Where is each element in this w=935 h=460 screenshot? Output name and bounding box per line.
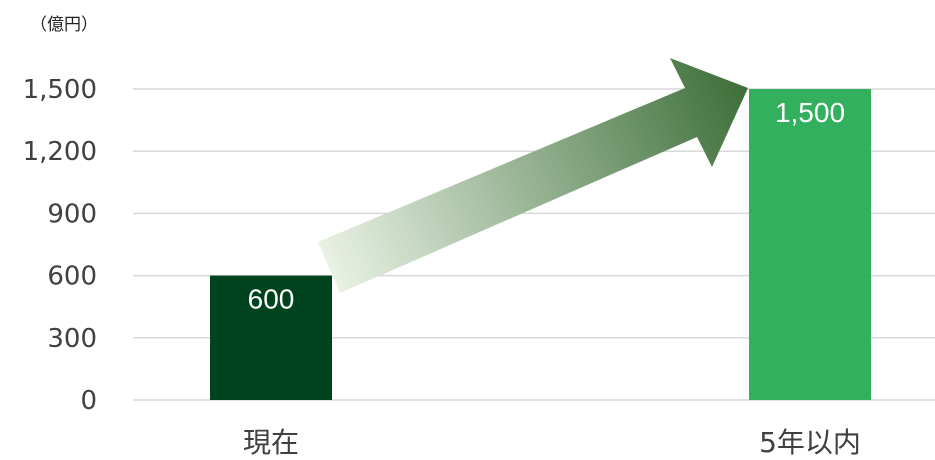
y-axis-ticks: 0 300 600 900 1,200 1,500 [23,75,97,416]
bar-current [210,275,332,400]
data-label: 1,500 [775,97,845,128]
y-tick-label: 1,500 [23,75,97,105]
growth-arrow [318,58,748,293]
y-tick-label: 0 [80,386,97,416]
x-category-label: 現在 [243,426,299,459]
bars [210,89,871,400]
y-tick-label: 900 [47,199,97,229]
x-category-label: 5年以内 [759,426,861,459]
y-tick-label: 600 [47,262,97,292]
y-axis-unit-label: （億円） [30,15,98,35]
bar-five-years [749,89,871,400]
data-labels: 600 1,500 [248,97,845,315]
data-label: 600 [248,284,295,315]
y-tick-label: 1,200 [23,137,97,167]
x-axis-categories: 現在 5年以内 [243,426,861,459]
y-tick-label: 300 [47,324,97,354]
